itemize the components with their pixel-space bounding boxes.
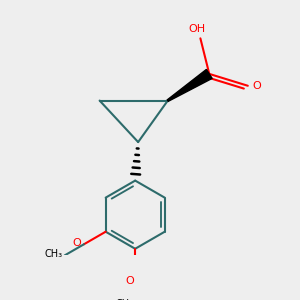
Text: O: O [73,238,82,248]
Text: O: O [125,276,134,286]
Text: CH₃: CH₃ [45,249,63,259]
Polygon shape [167,69,212,101]
Text: OH: OH [189,24,206,34]
Text: O: O [252,81,261,91]
Text: CH₃: CH₃ [116,298,134,300]
